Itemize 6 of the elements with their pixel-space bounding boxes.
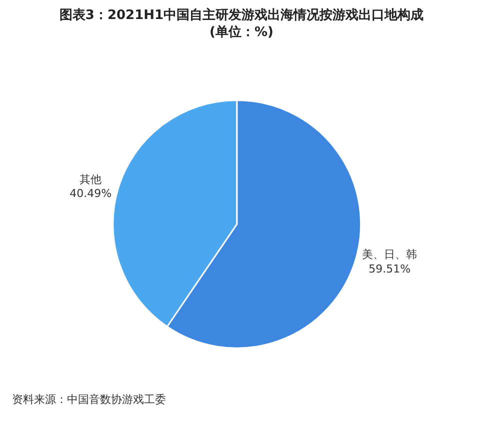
slice-label: 其他: [80, 172, 102, 186]
slice-label: 美、日、韩: [362, 248, 418, 262]
text: 资料来源：中国音数协游戏工委: [12, 393, 166, 406]
data-label: 40.49%: [70, 187, 112, 200]
data-label: 59.51%: [368, 262, 411, 276]
chart-title: 图表3：2021H1中国自主研发游戏出海情况按游戏出口地构成 (单位：%): [59, 7, 424, 40]
